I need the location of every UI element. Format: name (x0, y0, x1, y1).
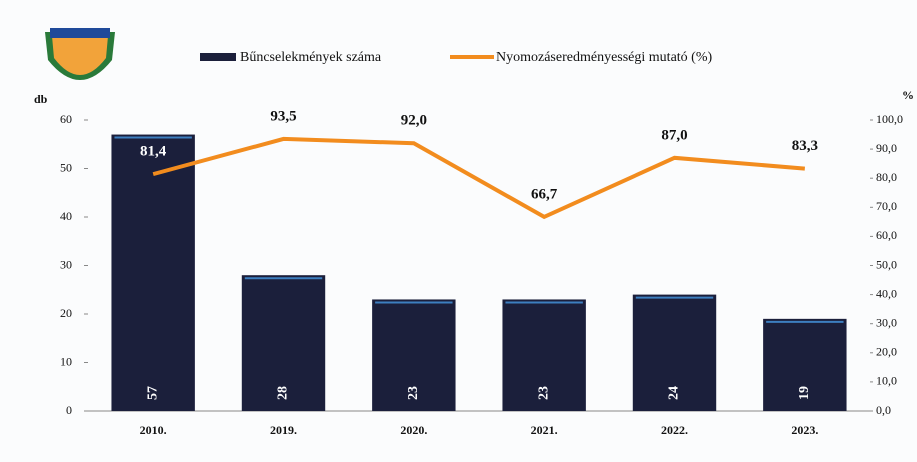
x-tick-label: 2010. (140, 423, 167, 437)
line-value-label: 87,0 (661, 127, 687, 143)
bar (111, 134, 195, 412)
bar (241, 275, 326, 411)
legend-label: Bűncselekmények száma (240, 50, 382, 65)
y2-tick-label: 40,0 (876, 286, 897, 300)
y2-tick-label: 0,0 (876, 403, 891, 417)
x-tick-label: 2023. (791, 423, 818, 437)
bar (632, 294, 717, 411)
line-value-label: 93,5 (270, 108, 296, 124)
bar-value-label: 23 (536, 386, 551, 400)
line (152, 136, 805, 220)
y2-tick-label: 20,0 (876, 345, 897, 359)
bar (372, 299, 456, 411)
logo (45, 28, 115, 80)
bar-value-label: 24 (667, 386, 682, 400)
y-tick-label: 10 (60, 354, 72, 368)
y2-tick-label: 30,0 (876, 315, 897, 329)
line-value-label: 81,4 (140, 144, 167, 160)
y2-tick-label: 10,0 (876, 374, 897, 388)
y2-tick-label: 70,0 (876, 199, 897, 213)
y-tick-label: 30 (60, 257, 72, 271)
bar-value-label: 23 (406, 386, 421, 400)
bar (502, 299, 586, 411)
y-axis-label: db (34, 92, 48, 106)
legend-swatch (200, 53, 236, 61)
y2-tick-label: 80,0 (876, 170, 897, 184)
bar (763, 318, 847, 411)
x-tick-label: 2019. (270, 423, 297, 437)
line-value-label: 83,3 (792, 138, 818, 154)
y2-tick-label: 90,0 (876, 141, 897, 155)
bar-value-label: 19 (797, 386, 812, 400)
y2-tick-label: 50,0 (876, 257, 897, 271)
x-tick-label: 2021. (531, 423, 558, 437)
y-tick-label: 40 (60, 209, 72, 223)
y-tick-label: 20 (60, 306, 72, 320)
legend-label: Nyomozáseredményességi mutató (%) (496, 50, 712, 65)
y2-axis-label: % (902, 88, 914, 102)
bar-value-label: 28 (276, 386, 291, 400)
line-value-label: 66,7 (531, 186, 558, 202)
y-tick-label: 50 (60, 160, 72, 174)
x-tick-label: 2022. (661, 423, 688, 437)
bar-value-label: 57 (145, 386, 160, 400)
y2-tick-label: 60,0 (876, 228, 897, 242)
y-tick-label: 0 (66, 403, 72, 417)
x-tick-label: 2020. (400, 423, 427, 437)
line-value-label: 92,0 (401, 113, 427, 129)
y-tick-label: 60 (60, 112, 72, 126)
y2-tick-label: 100,0 (876, 112, 903, 126)
